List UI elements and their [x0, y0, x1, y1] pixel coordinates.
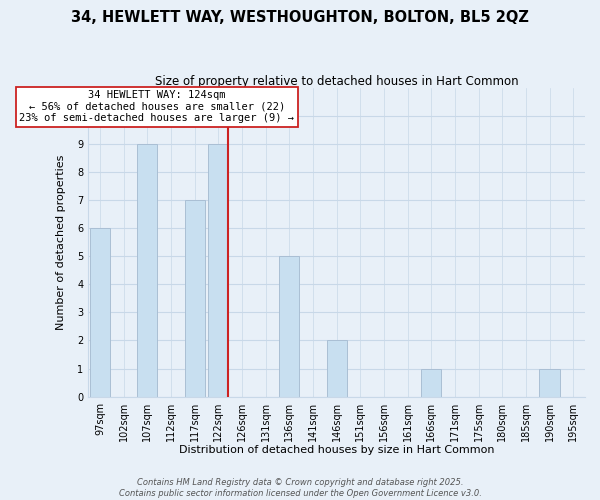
Text: 34, HEWLETT WAY, WESTHOUGHTON, BOLTON, BL5 2QZ: 34, HEWLETT WAY, WESTHOUGHTON, BOLTON, B…: [71, 10, 529, 25]
Bar: [539, 368, 560, 396]
X-axis label: Distribution of detached houses by size in Hart Common: Distribution of detached houses by size …: [179, 445, 494, 455]
Text: Contains HM Land Registry data © Crown copyright and database right 2025.
Contai: Contains HM Land Registry data © Crown c…: [119, 478, 481, 498]
Bar: [326, 340, 347, 396]
Bar: [208, 144, 229, 397]
Y-axis label: Number of detached properties: Number of detached properties: [56, 154, 65, 330]
Bar: [421, 368, 442, 396]
Bar: [137, 144, 157, 397]
Bar: [90, 228, 110, 396]
Text: 34 HEWLETT WAY: 124sqm
← 56% of detached houses are smaller (22)
23% of semi-det: 34 HEWLETT WAY: 124sqm ← 56% of detached…: [19, 90, 295, 124]
Title: Size of property relative to detached houses in Hart Common: Size of property relative to detached ho…: [155, 75, 518, 88]
Bar: [279, 256, 299, 396]
Bar: [185, 200, 205, 396]
